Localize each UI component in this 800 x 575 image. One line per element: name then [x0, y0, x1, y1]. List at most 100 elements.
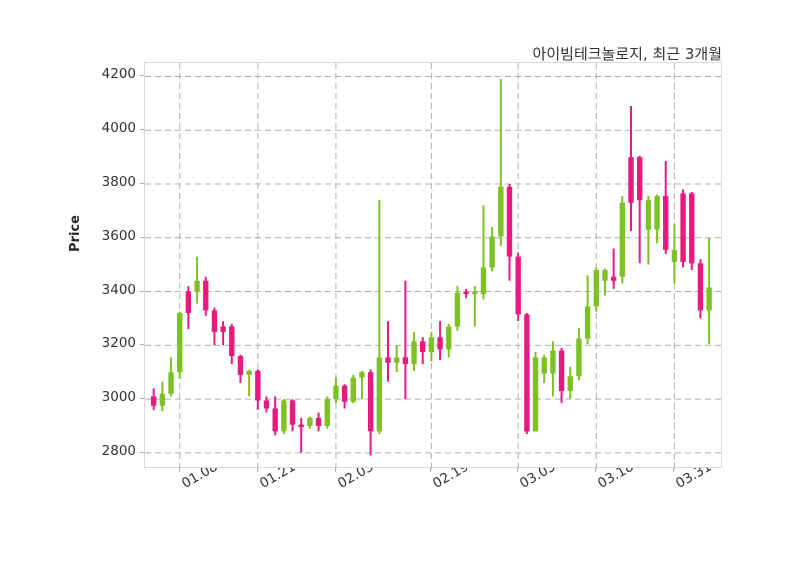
x-tick-label: 01.08 — [178, 458, 221, 492]
candlestick — [498, 79, 504, 246]
candlestick — [480, 205, 487, 300]
candlestick — [428, 331, 435, 362]
y-tick-mark — [140, 236, 144, 238]
candlestick — [654, 194, 660, 244]
y-tick-mark — [140, 451, 144, 453]
candlestick — [246, 369, 252, 397]
candlestick — [229, 323, 235, 365]
candlestick — [263, 396, 270, 413]
x-tick-mark — [430, 468, 432, 472]
chart-title: 아이빔테크놀로지, 최근 3개월 — [532, 45, 722, 63]
x-tick-label: 02.19 — [430, 458, 472, 492]
candlestick — [697, 259, 704, 319]
candlestick — [281, 399, 287, 435]
candlestick — [671, 224, 678, 284]
candlestick — [489, 227, 495, 272]
candlestick — [211, 307, 218, 346]
y-tick-label: 3200 — [101, 335, 136, 352]
y-tick-mark — [140, 398, 144, 400]
candlestick — [541, 354, 547, 383]
x-tick-mark — [673, 468, 675, 472]
candlestick — [532, 352, 539, 432]
candlestick — [411, 331, 417, 371]
candlestick — [628, 106, 634, 232]
candlestick — [324, 396, 330, 429]
candlestick — [610, 248, 617, 289]
candlestick — [341, 384, 348, 409]
candlestick — [367, 369, 374, 456]
candlestick — [472, 286, 478, 327]
candlestick — [402, 280, 409, 400]
x-tick-mark — [256, 468, 258, 472]
candlestick — [159, 381, 166, 412]
candlestick — [237, 354, 244, 383]
candlestick — [168, 357, 174, 397]
candlestick — [350, 374, 356, 404]
candlestick — [272, 396, 278, 436]
y-tick-label: 3000 — [101, 389, 136, 406]
y-tick-label: 4000 — [101, 120, 136, 137]
candlestick-series — [145, 63, 723, 469]
candlestick — [333, 377, 339, 404]
candlestick — [298, 417, 304, 453]
candlestick — [385, 321, 391, 382]
candlestick — [636, 155, 643, 264]
y-tick-label: 4200 — [101, 66, 136, 83]
candlestick — [619, 196, 626, 284]
candlestick — [255, 369, 261, 410]
candlestick — [194, 256, 200, 304]
candlestick — [150, 388, 157, 410]
y-tick-mark — [140, 290, 144, 292]
candlestick — [185, 286, 192, 330]
x-tick-mark — [517, 468, 519, 472]
y-tick-mark — [140, 75, 144, 77]
candlestick — [506, 183, 513, 281]
y-tick-mark — [140, 129, 144, 131]
y-tick-label: 2800 — [101, 442, 136, 459]
candlestick — [550, 341, 556, 397]
x-tick-label: 01.21 — [256, 458, 299, 492]
candlestick — [437, 321, 443, 361]
candlestick — [420, 337, 426, 365]
x-tick-label: 03.31 — [673, 458, 715, 492]
x-tick-label: 03.05 — [517, 458, 559, 492]
y-tick-label: 3400 — [101, 281, 136, 298]
candlestick — [307, 416, 313, 429]
candlestick — [706, 237, 712, 344]
candlestick — [446, 323, 452, 358]
candlestick — [376, 200, 383, 435]
y-tick-label: 3600 — [101, 227, 136, 244]
candlestick — [558, 348, 565, 404]
y-tick-mark — [140, 182, 144, 184]
candlestick — [584, 275, 591, 344]
candlestick — [463, 288, 469, 299]
candlestick — [524, 313, 530, 435]
candlestick — [515, 252, 521, 322]
candlestick — [680, 189, 686, 268]
candlestick — [689, 192, 695, 271]
candlestick — [645, 196, 652, 265]
candlestick — [203, 276, 209, 316]
candlestick — [177, 311, 183, 379]
candlestick — [576, 327, 582, 381]
candlestick — [454, 286, 461, 331]
x-tick-mark — [178, 468, 180, 472]
y-tick-label: 3800 — [101, 173, 136, 190]
candlestick — [602, 268, 608, 296]
candlestick — [359, 370, 365, 400]
candlestick — [567, 366, 573, 400]
candlestick — [315, 412, 322, 432]
x-tick-mark — [334, 468, 336, 472]
plot-area — [144, 62, 723, 469]
candlestick — [663, 161, 669, 254]
candlestick — [289, 399, 296, 432]
x-tick-label: 03.18 — [595, 458, 637, 492]
x-tick-mark — [595, 468, 597, 472]
y-tick-mark — [140, 344, 144, 346]
x-tick-label: 02.03 — [334, 458, 377, 492]
candlestick — [593, 267, 599, 312]
candlestick — [220, 321, 226, 346]
gridlines — [145, 63, 723, 469]
candlestick — [393, 345, 400, 373]
